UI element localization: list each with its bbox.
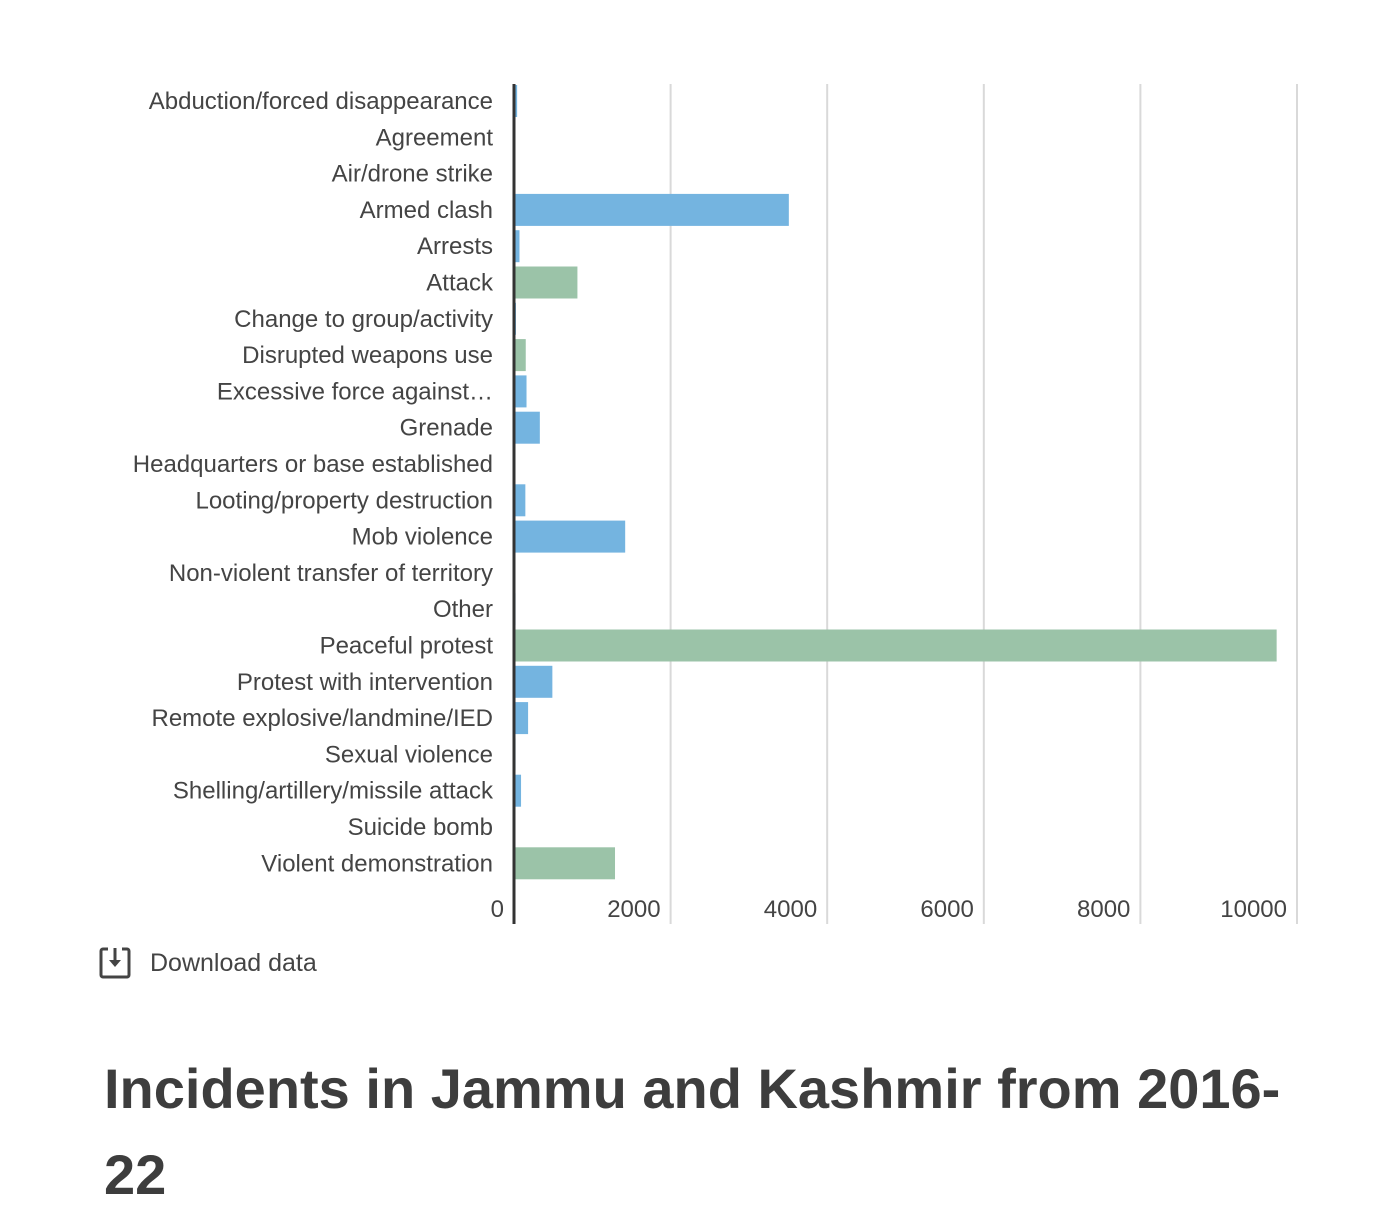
bar[interactable]: [514, 484, 525, 516]
category-label: Suicide bomb: [348, 814, 493, 841]
category-label: Grenade: [400, 415, 493, 442]
category-label: Change to group/activity: [234, 306, 493, 333]
category-label: Abduction/forced disappearance: [149, 88, 493, 115]
x-tick-label: 0: [491, 896, 504, 923]
bar[interactable]: [514, 666, 552, 698]
download-data-button[interactable]: Download data: [99, 945, 317, 981]
x-tick-label: 8000: [1077, 896, 1130, 923]
category-label: Mob violence: [352, 524, 493, 551]
chart-svg: Abduction/forced disappearance Agreement A…: [0, 0, 1395, 940]
bar-chart: Abduction/forced disappearance Agreement A…: [0, 0, 1395, 940]
category-label: Protest with intervention: [237, 669, 493, 696]
category-label: Arrests: [417, 233, 493, 260]
bar[interactable]: [514, 194, 789, 226]
bar[interactable]: [514, 702, 528, 734]
bar[interactable]: [514, 375, 527, 407]
bar[interactable]: [514, 847, 615, 879]
category-label: Peaceful protest: [320, 633, 494, 660]
category-label: Armed clash: [360, 197, 493, 224]
category-label: Remote explosive/landmine/IED: [152, 705, 494, 732]
category-label: Looting/property destruction: [195, 487, 493, 514]
bar[interactable]: [514, 521, 625, 553]
category-label: Excessive force against…: [217, 378, 493, 405]
x-tick-label: 10000: [1220, 896, 1287, 923]
category-label: Shelling/artillery/missile attack: [173, 778, 494, 805]
x-tick-label: 2000: [607, 896, 660, 923]
download-label: Download data: [150, 949, 317, 978]
category-label: Other: [433, 596, 493, 623]
bar[interactable]: [514, 630, 1277, 662]
category-label: Agreement: [376, 124, 494, 151]
x-tick-label: 6000: [920, 896, 973, 923]
category-label: Headquarters or base established: [133, 451, 493, 478]
download-icon: [99, 945, 131, 981]
bar[interactable]: [514, 267, 577, 299]
category-label: Air/drone strike: [332, 161, 493, 188]
bar[interactable]: [514, 339, 526, 371]
category-label: Non-violent transfer of territory: [169, 560, 493, 587]
category-label: Attack: [426, 270, 494, 297]
category-label: Disrupted weapons use: [242, 342, 493, 369]
category-label: Sexual violence: [325, 741, 493, 768]
bar[interactable]: [514, 412, 540, 444]
category-label: Violent demonstration: [261, 850, 493, 877]
page-title: Incidents in Jammu and Kashmir from 2016…: [104, 1046, 1304, 1218]
x-tick-label: 4000: [764, 896, 817, 923]
